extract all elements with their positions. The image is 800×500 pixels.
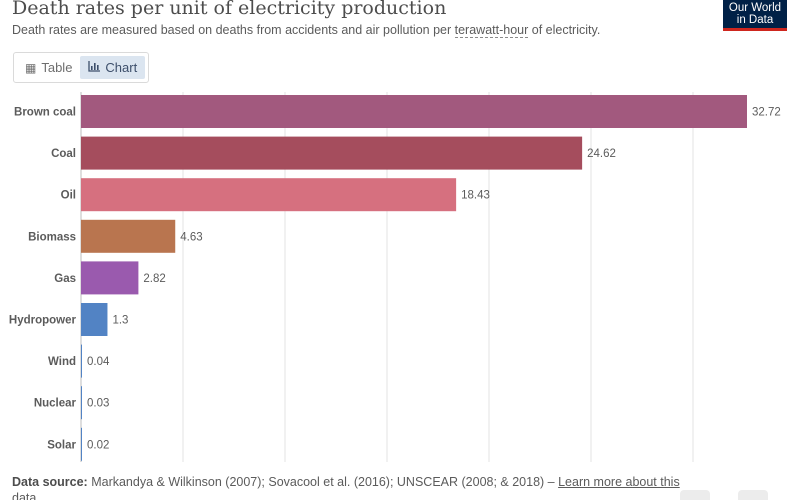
chart-subtitle: Death rates are measured based on deaths… — [12, 23, 601, 38]
data-source-text: Markandya & Wilkinson (2007); Sovacool e… — [87, 475, 559, 489]
logo-line-1: Our World — [728, 2, 782, 14]
bar-solar[interactable] — [81, 427, 82, 461]
value-label: 2.82 — [143, 273, 165, 285]
bar-oil[interactable] — [81, 178, 457, 212]
bars — [81, 95, 747, 461]
bar-biomass[interactable] — [81, 219, 176, 253]
bar-coal[interactable] — [81, 136, 583, 170]
data-source-label: Data source: — [12, 475, 88, 489]
category-label: Biomass — [28, 231, 76, 243]
value-labels: 32.72 24.62 18.43 4.63 2.82 1.3 0.04 0.03 0.02 — [87, 107, 781, 452]
value-label: 0.03 — [87, 398, 109, 410]
value-label: 0.04 — [87, 356, 110, 368]
category-labels: Brown coal Coal Oil Biomass Gas Hydropower Win… — [9, 107, 77, 452]
table-icon: ▦ — [25, 60, 37, 75]
bar-chart-icon — [88, 61, 101, 74]
value-label: 4.63 — [180, 231, 202, 243]
tab-table[interactable]: ▦ Table — [17, 56, 80, 79]
bar-nuclear[interactable] — [81, 386, 82, 420]
bottom-controls — [680, 490, 768, 500]
subtitle-text: Death rates are measured based on deaths… — [12, 23, 455, 37]
value-label: 0.02 — [87, 439, 109, 451]
data-source: Data source: Markandya & Wilkinson (2007… — [12, 474, 682, 500]
value-label: 24.62 — [587, 148, 616, 160]
logo-line-2: in Data — [736, 14, 774, 26]
tab-chart[interactable]: Chart — [80, 56, 146, 79]
view-tabs: ▦ Table Chart — [13, 52, 150, 83]
category-label: Coal — [51, 148, 76, 160]
category-label: Nuclear — [34, 398, 77, 410]
value-label: 18.43 — [461, 190, 490, 202]
category-label: Hydropower — [9, 315, 77, 327]
owid-logo[interactable]: Our World in Data — [723, 0, 787, 31]
control-button[interactable] — [738, 490, 768, 500]
learn-more-link[interactable]: Learn more about this data — [12, 475, 680, 500]
category-label: Brown coal — [14, 107, 76, 119]
category-label: Oil — [61, 190, 76, 202]
tab-chart-label: Chart — [105, 60, 138, 75]
category-label: Gas — [54, 273, 76, 285]
bar-wind[interactable] — [81, 344, 82, 378]
value-label: 32.72 — [752, 107, 781, 119]
bar-gas[interactable] — [81, 261, 139, 295]
category-label: Solar — [47, 439, 76, 451]
control-button[interactable] — [680, 490, 710, 500]
category-label: Wind — [48, 356, 76, 368]
terawatt-hour-link[interactable]: terawatt-hour — [454, 23, 529, 38]
subtitle-text-end: of electricity. — [528, 23, 601, 37]
chart-title: Death rates per unit of electricity prod… — [12, 0, 447, 19]
bar-chart: Brown coal Coal Oil Biomass Gas Hydropower Win… — [9, 92, 781, 462]
tab-table-label: Table — [41, 60, 73, 75]
value-label: 1.3 — [112, 315, 128, 327]
bar-hydropower[interactable] — [81, 303, 108, 336]
bar-brown-coal[interactable] — [81, 95, 747, 128]
